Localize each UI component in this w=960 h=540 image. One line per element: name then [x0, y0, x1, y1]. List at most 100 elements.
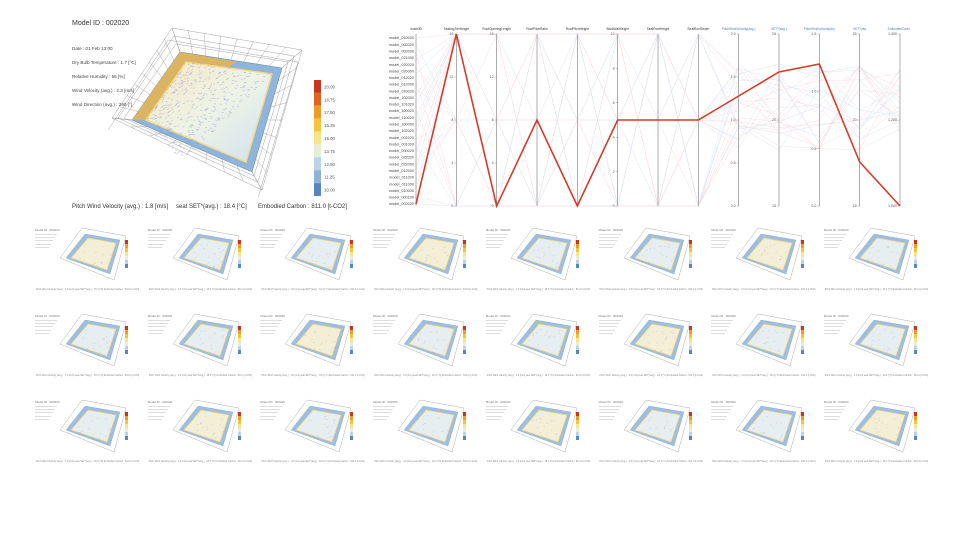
pc-model-line[interactable] [415, 33, 901, 121]
model-thumbnail[interactable]: Model ID : 002020 Pitch Wind Velocity (av… [30, 222, 140, 294]
thumbnail-info-line [373, 409, 394, 411]
pc-model-id-label: model_010000 [389, 189, 414, 193]
thumbnail-info-line [598, 246, 613, 248]
pc-axis[interactable]: RoofPitchHeight [566, 27, 589, 206]
model-thumbnail[interactable]: Model ID : 002020 Pitch Wind Velocity (av… [368, 222, 477, 294]
model-thumbnail[interactable]: Model ID : 002020 Pitch Wind Velocity (av… [481, 394, 590, 466]
thumbnail-stadium-view [510, 399, 579, 453]
thumbnail-info-line [373, 234, 396, 235]
pc-model-line[interactable] [415, 33, 901, 207]
thumbnail-model-id: Model ID : 002020 [373, 228, 398, 232]
pc-axis[interactable]: RoofOpeningLength 0 4 8 12 16 [482, 27, 511, 208]
thumbnail-info-line [373, 418, 388, 420]
pc-model-line[interactable] [415, 33, 901, 207]
model-thumbnail[interactable]: Model ID : 002020 Pitch Wind Velocity (av… [819, 222, 928, 294]
thumbnail-stats: Pitch Wind Velocity (avg.) : 1.8 [m/s] s… [261, 460, 365, 463]
thumbnail-info-line [485, 329, 502, 331]
color-legend: 20.00 18.75 17.50 16.25 15.00 13.75 12.50 11.25… [314, 80, 354, 196]
pc-model-line[interactable] [415, 33, 901, 207]
thumbnail-stadium-view [735, 227, 805, 281]
pc-axis[interactable]: PitchWindVelocity(ds) 0.0 0.5 1.0 1.5 [804, 27, 835, 208]
model-thumbnail[interactable]: Model ID : 002020 Pitch Wind Velocity (av… [143, 222, 252, 294]
thumbnail-stadium-view [59, 227, 128, 281]
thumbnail-info-line [485, 243, 502, 245]
thumbnail-info-line [711, 326, 730, 328]
model-thumbnail[interactable]: Model ID : 002020 Pitch Wind Velocity (av… [706, 308, 815, 380]
thumbnail-info-line [485, 415, 502, 417]
thumbnail-model-id: Model ID : 002020 [260, 314, 285, 318]
pc-axis[interactable]: SET*(ds) 15 20 25 [853, 27, 866, 208]
pc-axis[interactable]: EmbodiedCarbon 1,000 1,200 1,400 [888, 27, 913, 208]
thumbnail-info-line [147, 412, 166, 414]
legend-swatch [314, 131, 321, 145]
thumbnail-info-line [260, 240, 279, 242]
pc-model-line[interactable] [415, 33, 901, 207]
model-thumbnail[interactable]: Model ID : 002020 Pitch Wind Velocity (av… [706, 222, 815, 294]
model-thumbnail[interactable]: Model ID : 002020 Pitch Wind Velocity (av… [706, 394, 815, 466]
model-thumbnail[interactable]: Model ID : 002020 Pitch Wind Velocity (av… [255, 308, 365, 380]
thumbnail-info-line [823, 412, 842, 414]
pc-model-line[interactable] [415, 33, 901, 168]
thumbnail-info-line [598, 415, 615, 417]
pc-model-line[interactable] [415, 33, 901, 207]
pc-tick-label: 0 [451, 204, 453, 208]
pc-axis[interactable]: BackWallHeight 0 2 4 6 8 10 [606, 27, 628, 208]
model-thumbnail[interactable]: Model ID : 002020 Pitch Wind Velocity (av… [481, 222, 590, 294]
model-thumbnail[interactable]: Model ID : 002020 Pitch Wind Velocity (av… [255, 222, 365, 294]
thumbnail-stats: Pitch Wind Velocity (avg.) : 1.8 [m/s] s… [148, 374, 252, 377]
thumbnail-stadium-view [735, 399, 805, 453]
thumbnail-info-line [598, 418, 613, 420]
model-thumbnail[interactable]: Model ID : 002020 Pitch Wind Velocity (av… [481, 308, 590, 380]
model-thumbnail[interactable]: Model ID : 002020 Pitch Wind Velocity (av… [255, 394, 365, 466]
pc-axis[interactable]: SeatRoofHeight [647, 27, 670, 206]
pc-axis[interactable]: RoofPitchRatio [526, 27, 548, 206]
model-thumbnail[interactable]: Model ID : 002020 Pitch Wind Velocity (av… [594, 394, 703, 466]
thumbnail-info-line [711, 323, 732, 325]
model-thumbnail[interactable]: Model ID : 002020 Pitch Wind Velocity (av… [819, 308, 928, 380]
thumbnail-info-line [485, 240, 504, 242]
pc-tick-label: 0.0 [811, 204, 816, 208]
thumbnail-info-line [485, 332, 500, 334]
model-thumbnail[interactable]: Model ID : 002020 Pitch Wind Velocity (av… [368, 308, 477, 380]
model-thumbnail[interactable]: Model ID : 002020 Pitch Wind Velocity (av… [594, 308, 703, 380]
model-id-label: Model ID : 002020 [72, 20, 130, 27]
thumbnail-info-line [711, 412, 730, 414]
pc-model-line[interactable] [415, 33, 901, 207]
thumbnail-info-line [823, 240, 842, 242]
thumbnail-stats: Pitch Wind Velocity (avg.) : 1.8 [m/s] s… [36, 288, 140, 291]
pc-model-line[interactable] [415, 33, 901, 207]
thumbnail-info-line [260, 418, 275, 420]
model-thumbnail[interactable]: Model ID : 002020 Pitch Wind Velocity (av… [143, 308, 252, 380]
pc-axis[interactable]: SET*(avg.) 15 20 25 [771, 27, 787, 208]
humidity-info: Relative Humidity : 56 [%] [72, 74, 125, 79]
pc-model-line[interactable] [415, 33, 901, 207]
pc-axis[interactable]: SeatingTierHeight 0 4 8 12 16 [444, 27, 470, 208]
model-thumbnail[interactable]: Model ID : 002020 Pitch Wind Velocity (av… [143, 394, 252, 466]
embodied-carbon-stat: Embodied Carbon : 811.0 [t-CO2] [258, 204, 347, 210]
model-thumbnail[interactable]: Model ID : 002020 Pitch Wind Velocity (av… [30, 308, 139, 380]
pc-axis[interactable]: PitchWindVelocity(avg.) 0.0 0.5 1.0 1.5 2.0 [722, 27, 755, 208]
thumbnail-info-line [373, 240, 392, 242]
pc-selected-model-line[interactable] [415, 33, 901, 209]
thumbnail-info-line [147, 332, 162, 334]
pc-axis-label: RoofOpeningLength [482, 27, 511, 31]
model-thumbnail[interactable]: Model ID : 002020 Pitch Wind Velocity (av… [819, 394, 928, 466]
thumbnail-info-line [485, 412, 504, 414]
wind-direction-info: Wind Direction (avg.) : 290 [°] [72, 102, 133, 107]
pc-model-line[interactable] [415, 33, 901, 207]
model-thumbnail[interactable]: Model ID : 002020 Pitch Wind Velocity (av… [30, 394, 139, 466]
parallel-coordinates-plot[interactable]: modelID SeatingTierHeight 0 4 8 12 16 RoofOpeni… [380, 8, 913, 218]
model-thumbnail[interactable]: Model ID : 002020 Pitch Wind Velocity (av… [594, 222, 703, 294]
model-thumbnail[interactable]: Model ID : 002020 Pitch Wind Velocity (av… [368, 394, 477, 466]
thumbnail-stats: Pitch Wind Velocity (avg.) : 1.8 [m/s] s… [148, 460, 252, 463]
thumbnail-stadium-view [623, 313, 692, 367]
thumbnail-info-line [823, 326, 842, 328]
pc-model-line[interactable] [415, 33, 901, 207]
thumbnail-info-line [598, 323, 619, 325]
legend-label: 18.75 [324, 97, 336, 102]
pc-axis[interactable]: modelID [410, 27, 423, 206]
thumbnail-info-line [823, 237, 844, 239]
thumbnail-info-line [711, 237, 732, 239]
thumbnail-model-id: Model ID : 002020 [711, 228, 736, 232]
pc-model-line[interactable] [415, 33, 901, 207]
